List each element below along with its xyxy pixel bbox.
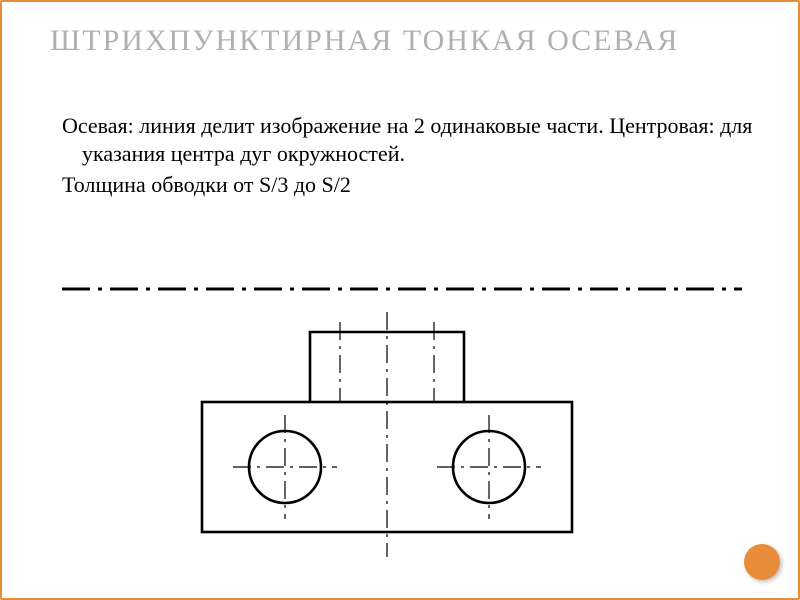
slide-title: ШТРИХПУНКТИРНАЯ ТОНКАЯ ОСЕВАЯ (50, 24, 750, 58)
slide-frame: ШТРИХПУНКТИРНАЯ ТОНКАЯ ОСЕВАЯ Осевая: ли… (0, 0, 800, 600)
body-paragraph: Толщина обводки от S/3 до S/2 (46, 171, 754, 199)
accent-dot-icon (744, 544, 780, 580)
technical-diagram (62, 277, 742, 567)
slide-body: Осевая: линия делит изображение на 2 оди… (46, 112, 754, 203)
body-paragraph: Осевая: линия делит изображение на 2 оди… (46, 112, 754, 167)
